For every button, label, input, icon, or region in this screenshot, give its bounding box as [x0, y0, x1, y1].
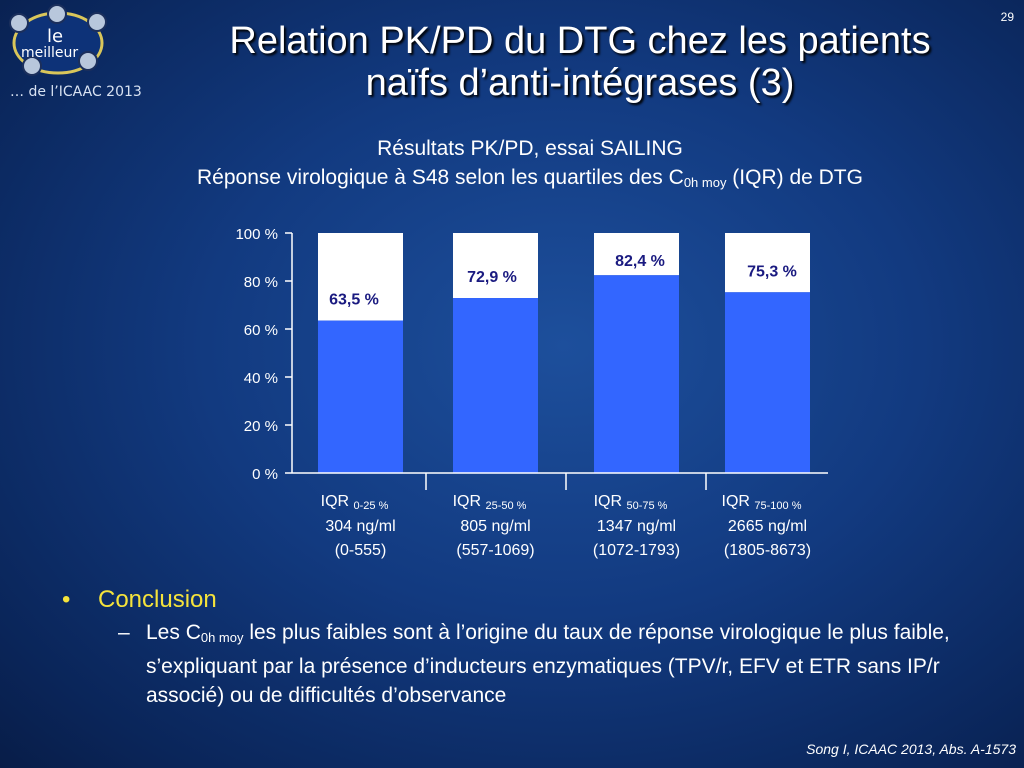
subtitle-line2-sub: 0h moy: [683, 175, 727, 190]
y-tick-label: 80 %: [244, 274, 278, 291]
bar-remainder: [453, 233, 538, 299]
data-label: 82,4 %: [615, 253, 665, 270]
bar: [318, 320, 403, 473]
category-interval: (1072-1793): [593, 542, 680, 559]
subtitle-line1: Résultats PK/PD, essai SAILING: [377, 137, 683, 160]
category-concentration: 304 ng/ml: [325, 518, 395, 535]
conclusion-text: – Les C0h moy les plus faibles sont à l’o…: [118, 618, 1012, 710]
y-tick-label: 60 %: [244, 322, 278, 339]
logo-sphere: [87, 12, 107, 32]
bullet-dot: •: [62, 586, 71, 613]
le-meilleur-logo: le meilleur: [9, 4, 107, 76]
bar: [725, 292, 810, 473]
logo-tagline: … de l’ICAAC 2013: [10, 84, 142, 100]
logo-word-le: le: [47, 26, 63, 47]
category-interval: (0-555): [335, 542, 387, 559]
category-interval: (557-1069): [456, 542, 534, 559]
subtitle-line2-pre: Réponse virologique à S48 selon les quar…: [197, 166, 684, 189]
chart-subtitle: Résultats PK/PD, essai SAILING Réponse v…: [90, 134, 970, 197]
y-tick-label: 20 %: [244, 418, 278, 435]
subtitle-line2-post: (IQR) de DTG: [726, 166, 863, 189]
slide-title-line2: naïfs d’anti-intégrases (3): [365, 62, 795, 104]
category-interval: (1805-8673): [724, 542, 811, 559]
category-concentration: 805 ng/ml: [460, 518, 530, 535]
conclusion-bullet: • Conclusion: [62, 586, 1012, 614]
page-number: 29: [1000, 10, 1014, 24]
bar-remainder: [318, 233, 403, 321]
bar-remainder: [594, 233, 679, 276]
category-label: IQR 75-100 %: [722, 493, 802, 512]
data-label: 75,3 %: [747, 263, 797, 280]
response-bar-chart: 0 % 20 % 40 % 60 % 80 % 100 % 63,5 % 72,9 % 82,4…: [235, 226, 811, 559]
logo-sphere: [22, 56, 42, 76]
bar-remainder: [725, 233, 810, 293]
y-tick-label: 40 %: [244, 370, 278, 387]
category-label: IQR 25-50 %: [453, 493, 527, 512]
y-tick-label: 0 %: [252, 466, 278, 483]
y-tick-label: 100 %: [235, 226, 278, 243]
bar: [453, 298, 538, 473]
conclusion-text-post: les plus faibles sont à l’origine du tau…: [146, 621, 950, 707]
subtitle-line2: Réponse virologique à S48 selon les quar…: [90, 163, 970, 197]
logo-word-meilleur: meilleur: [21, 45, 78, 61]
data-label: 72,9 %: [467, 269, 517, 286]
logo-sphere: [9, 13, 29, 33]
conclusion-heading: Conclusion: [98, 586, 217, 613]
slide-title-line1: Relation PK/PD du DTG chez les patients: [229, 20, 931, 62]
category-label: IQR 50-75 %: [594, 493, 668, 512]
citation: Song I, ICAAC 2013, Abs. A-1573: [806, 741, 1016, 757]
logo-sphere: [47, 4, 67, 24]
category-label: IQR 0-25 %: [321, 493, 389, 512]
conclusion-text-pre: Les C: [146, 621, 201, 644]
bar: [594, 275, 679, 473]
conclusion-text-sub: 0h moy: [200, 630, 244, 645]
category-concentration: 1347 ng/ml: [597, 518, 676, 535]
sub-bullet-dash: –: [118, 621, 130, 644]
logo-sphere: [78, 51, 98, 71]
slide-title: Relation PK/PD du DTG chez les patients …: [150, 20, 1010, 104]
conclusion-section: • Conclusion – Les C0h moy les plus faible…: [62, 586, 1012, 710]
category-concentration: 2665 ng/ml: [728, 518, 807, 535]
data-label: 63,5 %: [329, 292, 379, 309]
